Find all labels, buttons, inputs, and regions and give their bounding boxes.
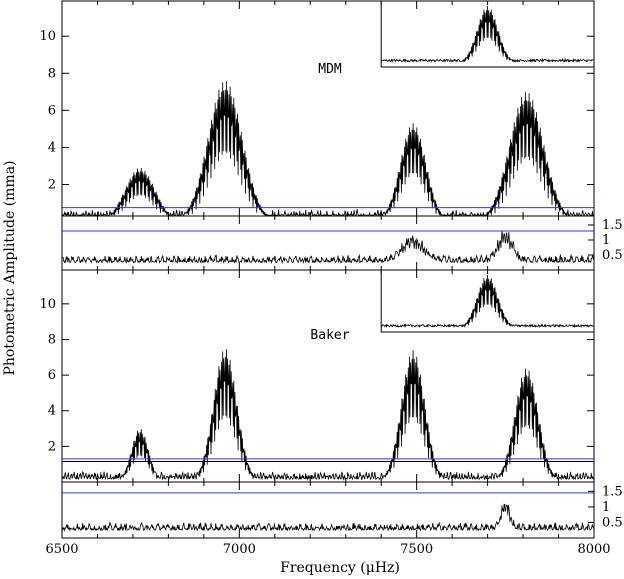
- x-tick-label: 8000: [577, 542, 610, 557]
- y-tick-label: 10: [39, 29, 56, 44]
- panel-3: 2 4 6 8 10 Baker: [39, 269, 595, 483]
- panel-label: Baker: [310, 328, 349, 343]
- panel-1: 2 4 6 8 10 MDM: [39, 0, 595, 217]
- window-inset-line: [380, 274, 595, 329]
- y-tick-label: 2: [48, 177, 56, 192]
- y-tick-label-right: 1: [602, 500, 610, 515]
- spectrum-line: [62, 230, 594, 265]
- x-tick-label: 7500: [400, 542, 433, 557]
- y-tick-label: 4: [48, 140, 56, 155]
- y-tick-label: 8: [48, 332, 56, 347]
- panel-4: 1.510.5: [61, 481, 623, 539]
- y-tick-label: 2: [48, 439, 56, 454]
- y-tick-label-right: 0.5: [602, 515, 623, 530]
- x-tick-label: 7000: [223, 542, 256, 557]
- window-inset-line: [380, 5, 595, 64]
- spectrum-line: [62, 349, 594, 481]
- x-axis-title: Frequency (μHz): [280, 560, 400, 576]
- spectrum-line: [62, 81, 594, 216]
- panel-frame: [61, 481, 595, 539]
- y-tick-label: 6: [48, 103, 56, 118]
- spectrum-line: [62, 503, 594, 532]
- y-tick-label-right: 1.5: [602, 218, 623, 233]
- x-tick-label: 6500: [45, 542, 78, 557]
- y-tick-label: 4: [48, 404, 56, 419]
- panel-2: 1.510.5: [61, 215, 623, 271]
- y-tick-label: 8: [48, 66, 56, 81]
- y-tick-label-right: 1.5: [602, 484, 623, 499]
- y-tick-label: 10: [39, 297, 56, 312]
- y-tick-label-right: 0.5: [602, 248, 623, 263]
- y-tick-label: 6: [48, 368, 56, 383]
- y-tick-label-right: 1: [602, 233, 610, 248]
- y-axis-title: Photometric Amplitude (mma): [2, 160, 18, 375]
- panel-label: MDM: [318, 62, 342, 77]
